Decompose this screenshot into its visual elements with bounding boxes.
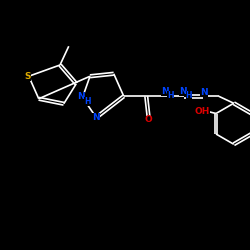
Text: H: H: [167, 91, 174, 100]
Text: S: S: [24, 72, 31, 81]
Text: N: N: [179, 87, 186, 96]
Text: H: H: [84, 97, 91, 106]
Text: O: O: [145, 116, 152, 124]
Text: N: N: [200, 88, 207, 97]
Text: OH: OH: [194, 106, 210, 116]
Text: H: H: [186, 91, 192, 100]
Text: N: N: [78, 92, 85, 101]
Text: N: N: [161, 87, 169, 96]
Text: N: N: [92, 113, 100, 122]
